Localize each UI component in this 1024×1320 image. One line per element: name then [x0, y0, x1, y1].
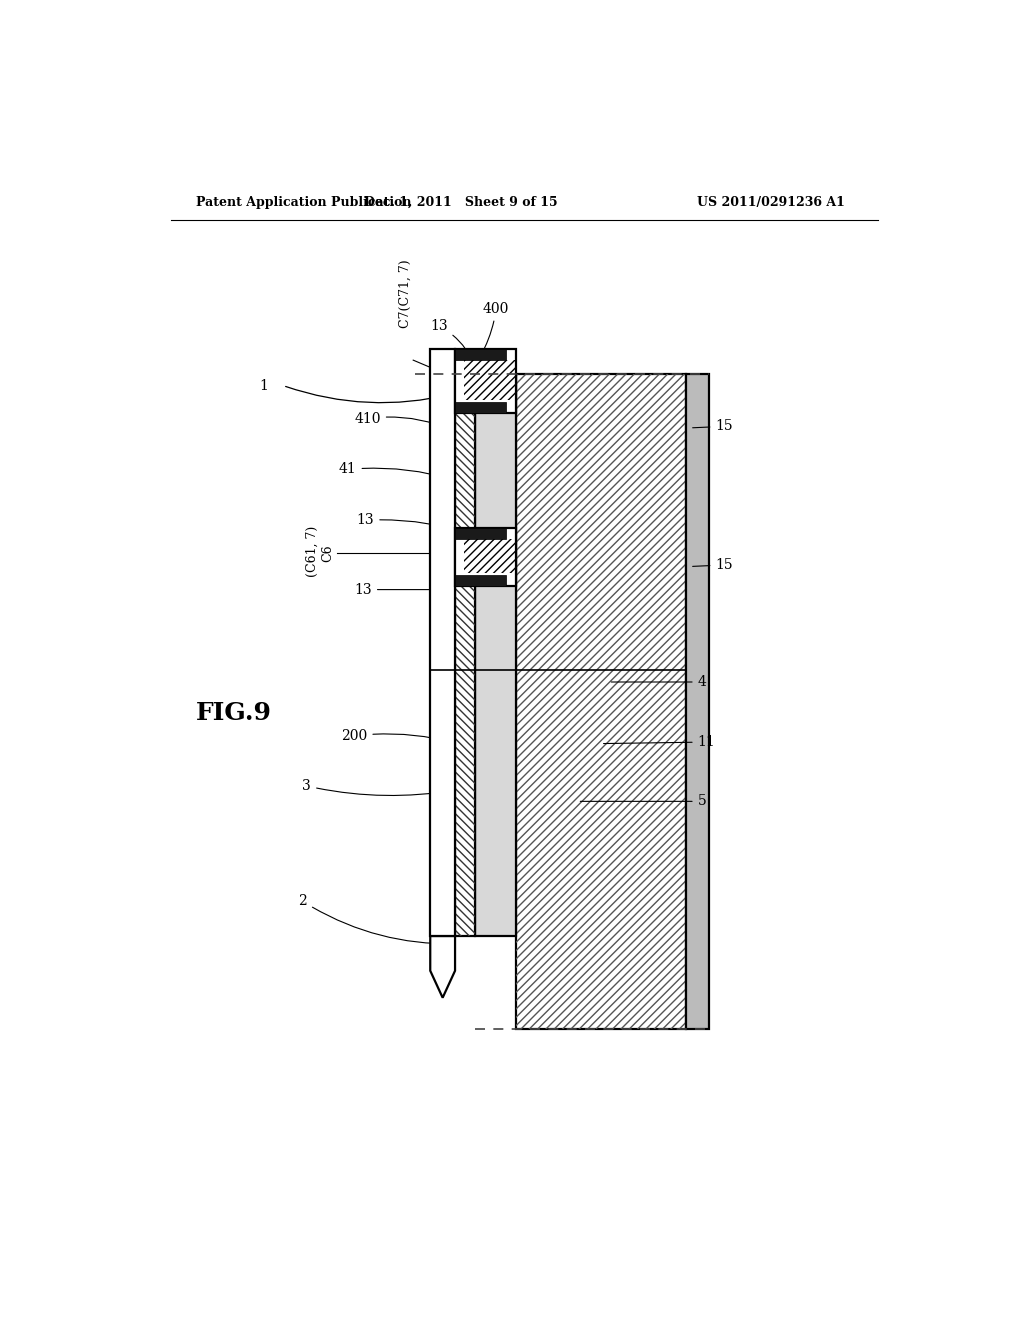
Bar	[455, 374, 475, 936]
Bar	[455, 576, 506, 586]
Text: (C61, 7): (C61, 7)	[306, 525, 318, 577]
Bar	[475, 374, 515, 936]
Bar	[455, 350, 506, 360]
Bar	[515, 374, 686, 1028]
Text: 41: 41	[339, 462, 453, 479]
Bar	[464, 360, 515, 400]
Text: 1: 1	[259, 379, 268, 392]
Text: 410: 410	[354, 412, 453, 430]
Text: 4: 4	[611, 675, 707, 689]
Bar	[464, 539, 515, 573]
Bar	[455, 374, 475, 936]
Bar	[455, 528, 506, 539]
Text: FIG.9: FIG.9	[197, 701, 272, 725]
Text: Patent Application Publication: Patent Application Publication	[197, 195, 412, 209]
Text: 2: 2	[299, 895, 454, 944]
Text: 400: 400	[480, 301, 509, 356]
Bar	[455, 401, 506, 412]
Text: 13: 13	[356, 513, 472, 535]
Text: 15: 15	[692, 420, 733, 433]
Bar	[686, 374, 710, 1028]
Text: 3: 3	[302, 779, 454, 796]
Polygon shape	[430, 936, 455, 998]
Text: US 2011/0291236 A1: US 2011/0291236 A1	[697, 195, 845, 209]
Bar	[515, 374, 686, 1028]
Text: 5: 5	[581, 795, 707, 808]
Text: 13: 13	[430, 319, 474, 366]
Bar	[455, 350, 515, 413]
Text: 200: 200	[341, 729, 455, 743]
Text: 15: 15	[692, 558, 733, 572]
Text: C7(C71, 7): C7(C71, 7)	[399, 259, 412, 327]
Text: 11: 11	[603, 735, 716, 748]
Text: Dec. 1, 2011   Sheet 9 of 15: Dec. 1, 2011 Sheet 9 of 15	[365, 195, 558, 209]
Bar	[430, 350, 455, 936]
Text: 13: 13	[354, 582, 472, 597]
Text: C6: C6	[322, 545, 335, 562]
Bar	[455, 528, 515, 586]
